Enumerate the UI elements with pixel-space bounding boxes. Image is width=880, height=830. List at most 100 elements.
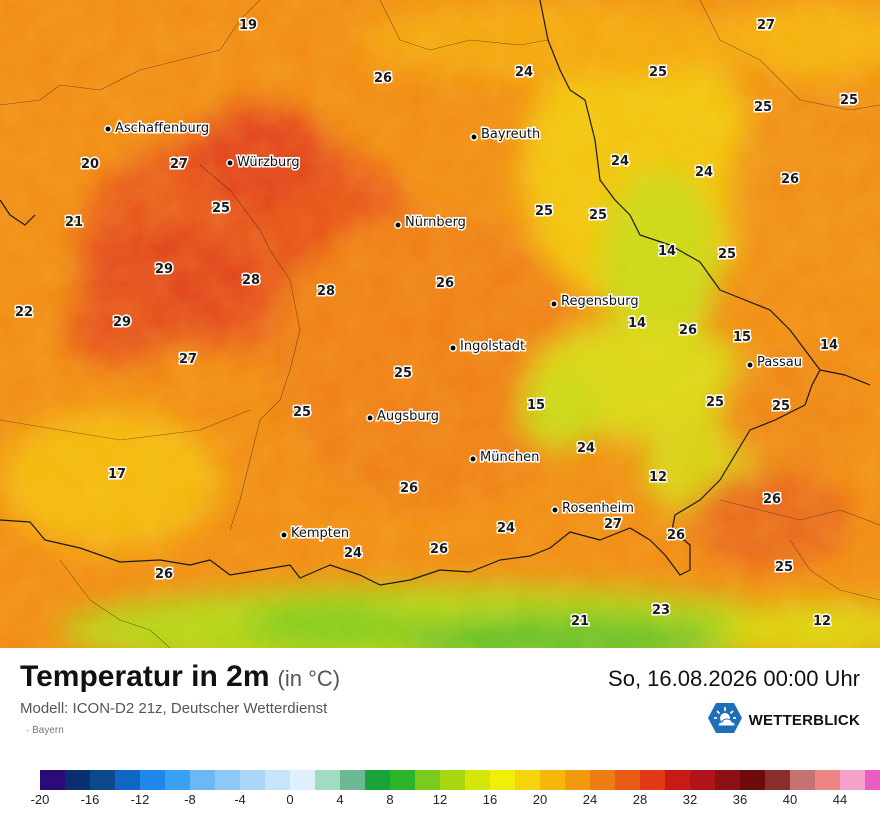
value-labels: 19 27 26 24 25 25 25 20 27 24 24 26 21 2… (13, 17, 859, 631)
district-border (59, 559, 171, 648)
map-value: 12 (649, 470, 667, 485)
scale-tick-label: 8 (386, 792, 394, 807)
map-title: Temperatur in 2m (in °C) (20, 660, 340, 694)
city-label: Regensburg (561, 294, 639, 309)
district-border (199, 164, 301, 531)
map-value: 25 (212, 201, 230, 216)
map-value: 26 (374, 71, 392, 86)
scale-segment (365, 770, 390, 790)
map-value: 26 (781, 172, 799, 187)
city-label: Rosenheim (562, 501, 634, 516)
scale-segment (665, 770, 690, 790)
city-wuerzburg: Würzburg (226, 154, 301, 172)
city-muenchen: München (469, 449, 541, 467)
city-label: Würzburg (237, 155, 300, 170)
scale-segment (40, 770, 65, 790)
map-value: 29 (113, 315, 131, 330)
scale-tick-label: -8 (184, 792, 196, 807)
map-value: 24 (577, 441, 595, 456)
scale-segment (415, 770, 440, 790)
map-value: 20 (81, 157, 99, 172)
map-value: 14 (658, 244, 676, 259)
scale-segment (65, 770, 90, 790)
scale-segment (465, 770, 490, 790)
district-border (789, 539, 880, 601)
city-dot (280, 531, 288, 539)
map-value: 12 (813, 614, 831, 629)
scale-tick-label: 36 (732, 792, 748, 807)
city-dot (551, 506, 559, 514)
scale-tick-label: -12 (130, 792, 150, 807)
sun-cloud-icon (707, 702, 743, 739)
map-value: 27 (757, 18, 775, 33)
scale-tick-label: 4 (336, 792, 344, 807)
district-border (379, 0, 549, 51)
scale-segment (290, 770, 315, 790)
city-passau: Passau (746, 354, 803, 372)
map-value: 24 (695, 165, 713, 180)
scale-tick-label: 24 (582, 792, 598, 807)
map-value: 25 (293, 405, 311, 420)
map-value: 24 (611, 154, 629, 169)
map-value: 27 (604, 517, 622, 532)
scale-segment (490, 770, 515, 790)
scale-segment (740, 770, 765, 790)
scale-tick-label: -20 (30, 792, 50, 807)
scale-tick-label: 44 (832, 792, 848, 807)
scale-segment (590, 770, 615, 790)
state-border (0, 199, 36, 226)
map-value: 26 (763, 492, 781, 507)
map-value: 27 (179, 352, 197, 367)
scale-segment (765, 770, 790, 790)
scale-segment (515, 770, 540, 790)
scale-tick-label: 40 (782, 792, 798, 807)
city-aschaffenburg: Aschaffenburg (104, 120, 211, 138)
city-label: Ingolstadt (460, 339, 525, 354)
texture-overlay (0, 0, 880, 648)
city-dot (449, 344, 457, 352)
city-rosenheim: Rosenheim (551, 500, 635, 518)
state-border (0, 369, 871, 586)
map-value: 25 (589, 208, 607, 223)
map-value: 25 (718, 247, 736, 262)
scale-tick-label: 28 (632, 792, 648, 807)
scale-segment (715, 770, 740, 790)
map-value: 17 (108, 467, 126, 482)
scale-segment (215, 770, 240, 790)
map-value: 28 (242, 273, 260, 288)
legend-footer: Temperatur in 2m (in °C) Modell: ICON-D2 … (0, 648, 880, 830)
scale-segment (140, 770, 165, 790)
map-value: 21 (65, 215, 83, 230)
map-value: 26 (155, 567, 173, 582)
city-label: Bayreuth (481, 127, 540, 142)
map-value: 15 (733, 330, 751, 345)
city-dot (394, 221, 402, 229)
map-value: 25 (535, 204, 553, 219)
scale-tick-label: 0 (286, 792, 294, 807)
borders (0, 0, 880, 648)
scale-segment (190, 770, 215, 790)
scale-segment (840, 770, 865, 790)
map-value: 28 (317, 284, 335, 299)
title-unit: (in °C) (277, 666, 341, 691)
scale-segment (815, 770, 840, 790)
map-value: 24 (344, 546, 362, 561)
scale-segment (640, 770, 665, 790)
scale-segment (240, 770, 265, 790)
city-dot (550, 300, 558, 308)
scale-segment (565, 770, 590, 790)
district-border (0, 0, 261, 106)
brand-name: WETTERBLICK (748, 711, 860, 729)
district-border (0, 409, 251, 441)
map-value: 25 (706, 395, 724, 410)
color-scale (40, 770, 880, 790)
scale-segment (390, 770, 415, 790)
city-kempten: Kempten (280, 525, 351, 543)
model-source: Modell: ICON-D2 21z, Deutscher Wetterdie… (20, 700, 328, 717)
title-text: Temperatur in 2m (20, 660, 270, 693)
city-augsburg: Augsburg (366, 408, 441, 426)
scale-segment (690, 770, 715, 790)
scale-segment (540, 770, 565, 790)
city-markers: Aschaffenburg Würzburg Bayreuth Nürnberg… (104, 120, 803, 543)
city-regensburg: Regensburg (550, 293, 640, 311)
